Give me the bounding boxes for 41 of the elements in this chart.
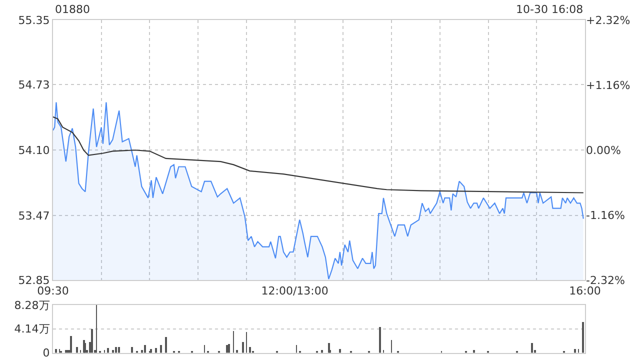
bar (84, 342, 86, 353)
bar (155, 348, 157, 353)
bar (131, 346, 133, 353)
bar (339, 348, 341, 353)
bar (107, 348, 109, 353)
bar (70, 336, 72, 353)
text: 10-30 16:08 (516, 3, 584, 16)
bar (582, 322, 584, 353)
y-tick-label: 55.35 (18, 14, 50, 28)
y2-tick-label: 0.00% (586, 144, 621, 157)
y-tick-label: 53.47 (18, 209, 50, 222)
x-tick-label: 09:30 (37, 284, 69, 298)
bar (379, 326, 381, 353)
bar (574, 348, 576, 353)
bar (228, 344, 230, 353)
bar (160, 344, 162, 353)
y2-tick-label: -1.16% (586, 208, 625, 222)
bar (118, 346, 120, 353)
y-tick-label: 54.10 (18, 144, 50, 157)
bar (115, 346, 117, 353)
bar (55, 348, 57, 353)
y2-tick-label: +2.32% (586, 14, 630, 28)
y2-tick-label: +1.16% (586, 78, 630, 92)
bar (76, 346, 78, 353)
x-tick-label: 12:00/13:00 (261, 284, 328, 298)
bar (226, 344, 228, 353)
bar (249, 346, 251, 353)
y-tick-label: 8.28万 (14, 298, 50, 312)
y-tick-label: 4.14万 (14, 322, 50, 336)
bar (91, 328, 93, 353)
bar (531, 342, 533, 353)
chart-title: 01880 (55, 3, 90, 16)
y-tick-label: 52.85 (18, 274, 50, 287)
y-tick-label: 0 (42, 346, 50, 360)
y-tick-label: 54.73 (18, 78, 50, 92)
x-tick-label: 16:00 (569, 284, 601, 298)
line-series (53, 116, 584, 194)
bar (242, 342, 244, 353)
y2-tick-label: -2.32% (586, 274, 625, 287)
bar (144, 344, 146, 353)
bar (165, 336, 167, 353)
